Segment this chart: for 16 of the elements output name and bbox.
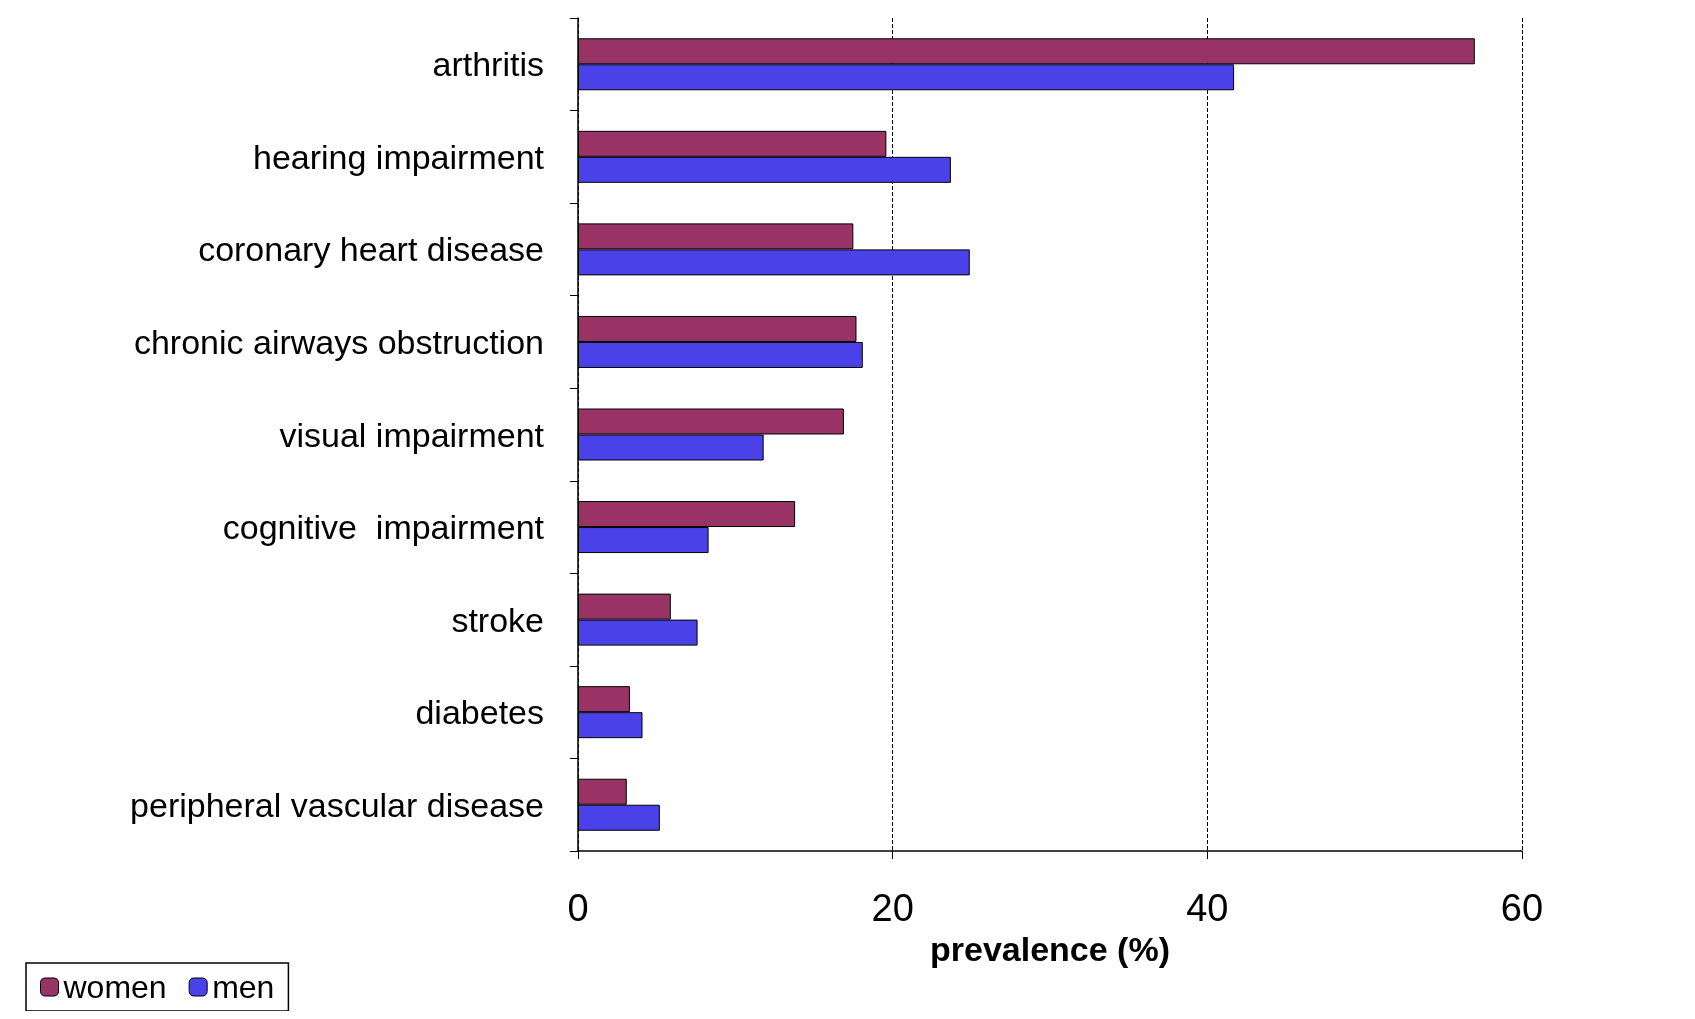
y-tick-label: chronic airways obstruction <box>133 322 544 361</box>
y-tick-label: peripheral vascular disease <box>130 785 544 824</box>
y-tick-label: arthritis <box>432 45 544 84</box>
legend-label: women <box>62 969 167 1005</box>
x-tick-label: 0 <box>567 887 589 929</box>
x-axis-title: prevalence (%) <box>930 929 1170 968</box>
y-tick-label: cognitive impairment <box>222 508 545 547</box>
x-tick-label: 40 <box>1186 887 1229 929</box>
y-tick-label: hearing impairment <box>252 137 545 176</box>
legend-label: men <box>212 969 275 1005</box>
y-tick-label: stroke <box>451 600 544 639</box>
y-tick-label: diabetes <box>415 693 544 732</box>
x-tick-label: 20 <box>871 887 914 929</box>
y-tick-label: visual impairment <box>279 415 545 454</box>
x-tick-label: 60 <box>1500 887 1544 929</box>
y-tick-label: coronary heart disease <box>198 230 544 269</box>
